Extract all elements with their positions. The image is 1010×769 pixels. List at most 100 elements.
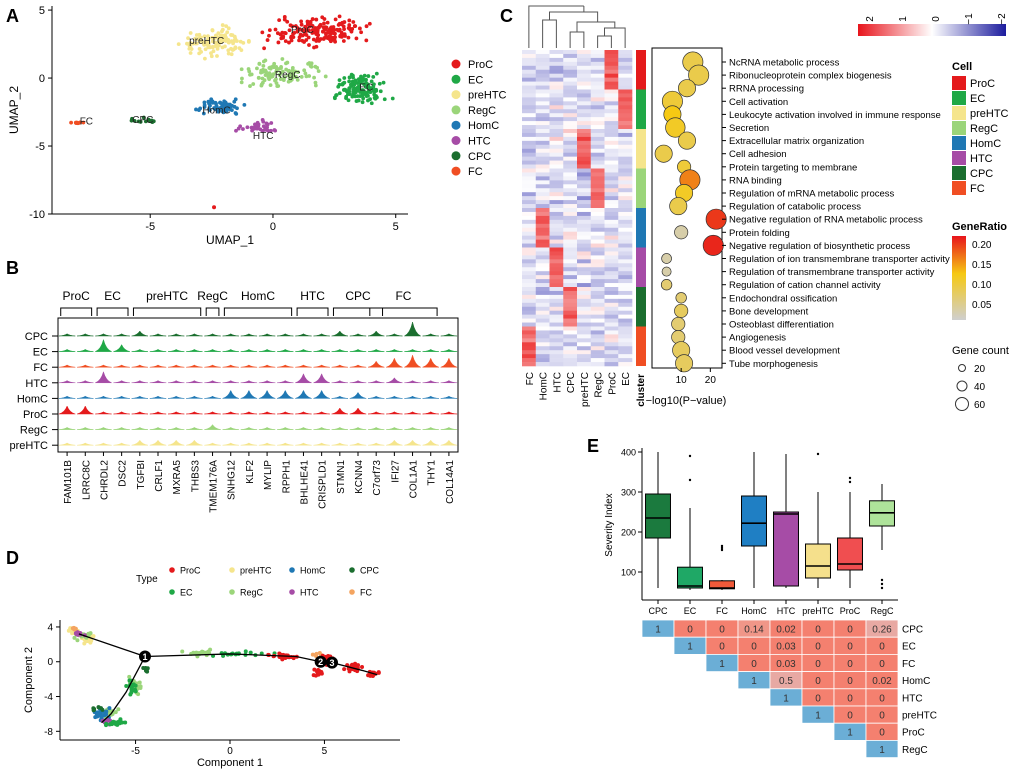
b-violin bbox=[186, 439, 203, 446]
c-heat-cell bbox=[563, 200, 578, 205]
c-cluster-segment bbox=[636, 50, 646, 90]
e-matrix-value: 0 bbox=[751, 642, 757, 653]
panel-c: C cluster FC HomC HTC CPC preHTC RegC ProC EC 1… bbox=[500, 5, 1009, 411]
a-legend-swatch bbox=[451, 120, 461, 130]
c-heat-cell bbox=[535, 180, 550, 185]
d-legend-swatch bbox=[169, 589, 175, 595]
b-violin bbox=[295, 411, 312, 415]
c-heat-cell bbox=[535, 283, 550, 288]
a-point-regc bbox=[275, 84, 280, 89]
d-point-regc bbox=[127, 674, 132, 679]
e-outlier bbox=[848, 476, 852, 480]
d-point-proc bbox=[342, 667, 347, 672]
e-matrix-row-label: HTC bbox=[902, 693, 923, 704]
a-point-proc bbox=[324, 31, 328, 36]
d-legend-label: HomC bbox=[300, 566, 326, 576]
c-heat-cell bbox=[577, 89, 592, 94]
e-outlier bbox=[688, 454, 692, 458]
c-heat-cell bbox=[535, 318, 550, 323]
c-heat-cell bbox=[535, 168, 550, 173]
c-heat-cell bbox=[618, 290, 633, 296]
c-heat-cell bbox=[549, 81, 564, 86]
a-point-htc bbox=[260, 129, 265, 133]
c-heat-cell bbox=[577, 239, 592, 244]
a-point-ec bbox=[351, 92, 356, 96]
b-violin bbox=[313, 349, 330, 352]
c-ratio-tick: 0.20 bbox=[972, 240, 992, 251]
c-column-label: EC bbox=[621, 372, 632, 386]
d-point-regc bbox=[180, 649, 185, 654]
b-violin bbox=[167, 349, 185, 352]
c-heat-cell bbox=[590, 283, 605, 288]
b-violin bbox=[386, 395, 403, 399]
c-heat-cell bbox=[618, 117, 633, 122]
c-ratio-gradient bbox=[952, 236, 966, 320]
e-matrix-row-label: ProC bbox=[902, 728, 925, 739]
c-heat-cell bbox=[549, 267, 564, 272]
b-violin bbox=[313, 442, 330, 446]
c-heat-cell bbox=[522, 314, 537, 319]
c-heat-cell bbox=[604, 125, 619, 130]
d-point-regc bbox=[208, 647, 213, 652]
c-heat-cell bbox=[618, 125, 633, 130]
a-point-regc bbox=[313, 83, 318, 88]
c-heat-cell bbox=[535, 121, 550, 126]
c-heat-cell bbox=[577, 73, 592, 78]
d-node-label: 3 bbox=[329, 658, 334, 668]
a-point-proc bbox=[314, 17, 319, 22]
a-legend-label: HomC bbox=[468, 120, 499, 132]
c-heat-cell bbox=[522, 330, 537, 335]
a-point-htc bbox=[265, 122, 270, 127]
a-point-proc bbox=[299, 22, 304, 27]
a-point-prehtc bbox=[209, 54, 214, 59]
c-heat-cell bbox=[577, 318, 592, 323]
b-group-brackets: ProC EC preHTC RegC HomC HTC CPC FC bbox=[60, 289, 438, 316]
c-heat-cell bbox=[522, 318, 537, 323]
d-point-proc bbox=[311, 673, 316, 678]
c-heat-cell bbox=[563, 160, 578, 165]
c-heat-cell bbox=[590, 152, 605, 157]
a-point-prehtc bbox=[214, 34, 219, 39]
c-heat-cell bbox=[563, 231, 578, 236]
c-heat-cell bbox=[535, 267, 550, 272]
c-heat-cell bbox=[522, 148, 537, 153]
b-violin bbox=[367, 360, 385, 368]
b-violin bbox=[131, 411, 149, 415]
e-outlier bbox=[880, 582, 884, 586]
c-heat-cell bbox=[535, 330, 550, 335]
b-violin bbox=[440, 333, 458, 337]
c-heat-cell bbox=[604, 227, 619, 232]
c-count-circle bbox=[958, 364, 966, 372]
c-heat-cell bbox=[549, 346, 564, 351]
c-heat-cell bbox=[577, 117, 592, 122]
b-group-bracket bbox=[296, 307, 329, 316]
a-point-proc bbox=[320, 15, 325, 20]
e-outlier bbox=[880, 578, 884, 582]
c-heat-cell bbox=[618, 358, 633, 363]
c-heat-cell bbox=[590, 93, 605, 98]
c-heat-cell bbox=[618, 109, 633, 114]
panel-d: D Type ProC preHTC HomC CPC EC RegC HTC FC -5 0 5… bbox=[6, 548, 400, 769]
a-point-proc bbox=[280, 30, 285, 35]
c-heat-cell bbox=[522, 176, 537, 181]
c-cell-swatch bbox=[952, 136, 966, 150]
c-heat-cell bbox=[549, 326, 564, 331]
a-point-ec bbox=[378, 89, 383, 94]
a-legend-label: RegC bbox=[468, 105, 496, 117]
a-point-regc bbox=[274, 77, 278, 82]
e-matrix-value: 0 bbox=[719, 642, 725, 653]
b-violin bbox=[331, 364, 349, 368]
c-heat-cell bbox=[522, 334, 537, 339]
e-matrix-row-label: preHTC bbox=[902, 711, 937, 722]
c-heat-cell bbox=[549, 117, 564, 122]
b-violin bbox=[313, 364, 330, 368]
d-point-homc bbox=[107, 706, 112, 711]
a-point-htc bbox=[234, 128, 238, 133]
a-point-proc bbox=[276, 40, 281, 45]
c-heat-cell bbox=[604, 200, 619, 205]
d-point-regc bbox=[199, 650, 204, 655]
c-heat-cell bbox=[618, 298, 633, 304]
a-point-prehtc bbox=[206, 34, 210, 39]
b-violin bbox=[204, 349, 221, 352]
c-heat-cell bbox=[522, 322, 537, 327]
